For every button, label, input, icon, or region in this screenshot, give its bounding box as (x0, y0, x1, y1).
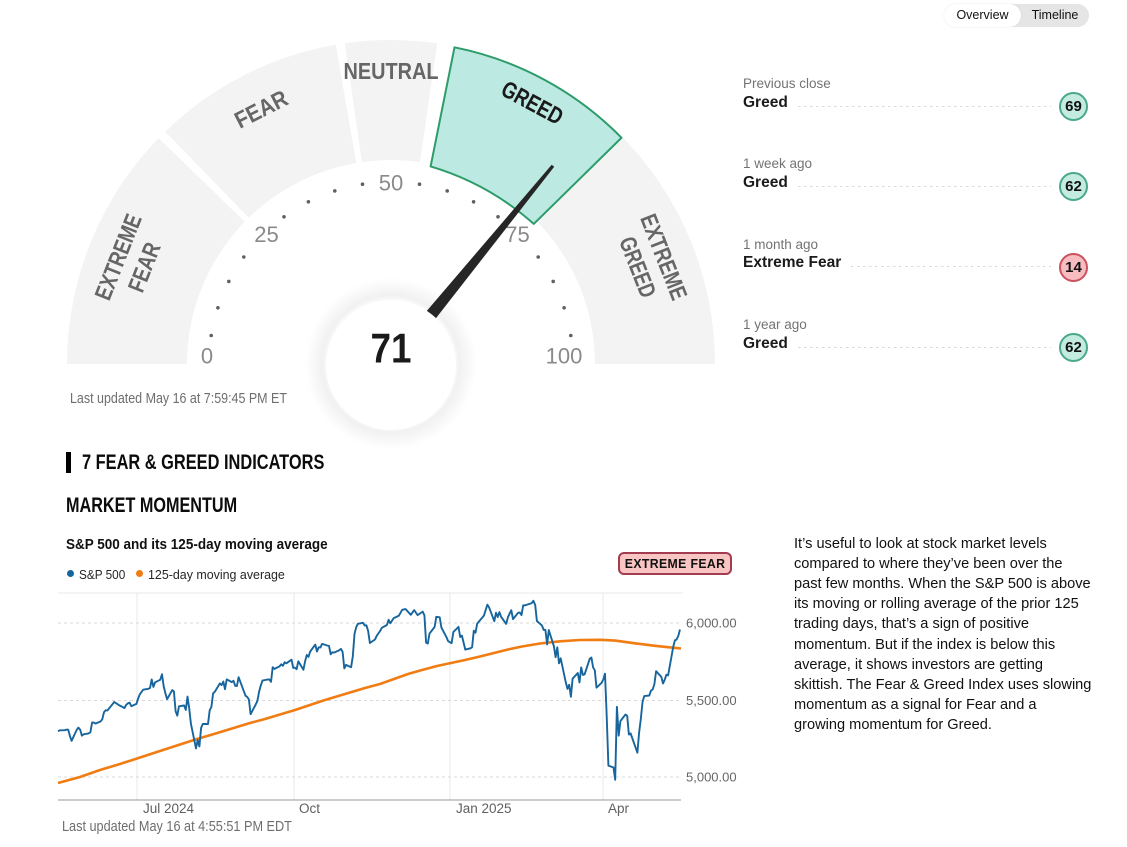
svg-text:100: 100 (546, 344, 583, 369)
svg-text:5,000.00: 5,000.00 (686, 770, 737, 785)
svg-text:NEUTRAL: NEUTRAL (344, 58, 439, 84)
svg-text:Apr: Apr (608, 801, 630, 816)
svg-text:Jan 2025: Jan 2025 (456, 801, 512, 816)
svg-text:75: 75 (505, 222, 529, 247)
svg-text:Oct: Oct (299, 801, 320, 816)
svg-text:25: 25 (254, 222, 278, 247)
svg-text:50: 50 (379, 171, 403, 196)
svg-text:0: 0 (201, 344, 213, 369)
svg-text:Jul 2024: Jul 2024 (143, 801, 195, 816)
svg-text:71: 71 (371, 325, 412, 372)
svg-text:6,000.00: 6,000.00 (686, 616, 737, 631)
svg-text:5,500.00: 5,500.00 (686, 693, 737, 708)
